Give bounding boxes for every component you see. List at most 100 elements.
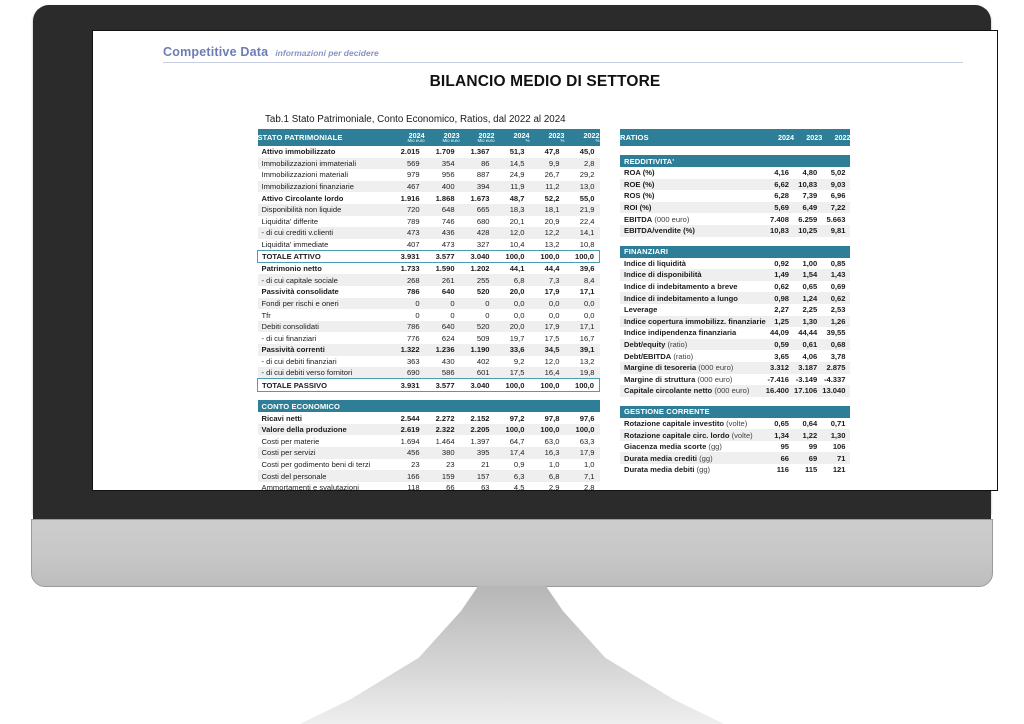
section-header-label: GESTIONE CORRENTE [620, 405, 851, 418]
row-value: 0,0 [564, 297, 600, 310]
table-row: Costi del personale 166 159 157 6,3 6,8 7,1 [257, 470, 600, 482]
row-value: 0,0 [529, 297, 565, 310]
row-value: 648 [424, 203, 460, 216]
row-value: 1.322 [389, 344, 425, 356]
table-row: Immobilizzazioni materiali 979 956 887 24,9 2… [258, 169, 600, 181]
row-label: Attivo Circolante lordo [261, 193, 344, 203]
row-value: 63 [481, 483, 490, 491]
row-label: Indice copertura immobilizz. finanziarie [620, 315, 766, 328]
row-value: 13,2 [544, 239, 560, 249]
column-header-2024: 2024 [765, 129, 795, 146]
row-label: Indice di indebitamento a lungo [620, 292, 766, 304]
row-label: - di cui crediti v.clienti [257, 227, 390, 239]
table-row: - di cui crediti v.clienti 473 436 428 12,0 1… [257, 227, 600, 239]
row-value: 0,61 [794, 338, 823, 351]
row-value: 23 [411, 459, 420, 469]
row-value: 4,80 [802, 168, 818, 178]
row-value: 1.694 [400, 436, 420, 446]
row-value: 21 [481, 459, 490, 469]
column-header-2022-mio: 2022 Mio euro [459, 129, 495, 146]
row-value: 10,83 [794, 178, 823, 191]
column-header-2023-pct: 2023% [529, 129, 565, 146]
row-value: 20,1 [509, 216, 525, 226]
table-row: Giacenza media scorte (gg) 95 99 106 [620, 441, 850, 453]
table-row-total: TOTALE ATTIVO 3.931 3.577 3.040 100,0 100,0 10… [256, 249, 601, 264]
row-label: Immobilizzazioni immateriali [257, 157, 390, 170]
row-value: 10,8 [579, 239, 595, 249]
row-label: Liquidita' immediate [261, 239, 329, 249]
row-value: 2.272 [435, 413, 455, 423]
row-value: 16,3 [529, 447, 565, 459]
row-value: 0 [424, 297, 460, 310]
row-value: 380 [424, 447, 460, 459]
section-header-conto-economico: CONTO ECONOMICO [257, 400, 600, 413]
row-value: 0,62 [822, 292, 851, 304]
row-label: Ricavi netti [261, 413, 303, 423]
row-value: 9,9 [529, 157, 565, 170]
monitor-stand-neck [300, 586, 724, 724]
row-value: 14,5 [494, 157, 530, 170]
row-value: 624 [441, 333, 455, 343]
row-label: Attivo immobilizzato [261, 147, 336, 157]
row-value: 1,34 [765, 429, 795, 441]
spacer-cell [620, 236, 851, 246]
row-value: 0,65 [774, 418, 790, 428]
row-value: 7.408 [770, 214, 790, 224]
row-value: 428 [459, 227, 495, 239]
row-label: Debiti consolidati [257, 320, 390, 333]
row-value: 3,78 [830, 351, 846, 361]
table-row: ROA (%) 4,16 4,80 5,02 [620, 167, 850, 179]
row-label: EBITDA (000 euro) [624, 214, 690, 224]
row-value: 7,39 [802, 191, 818, 201]
row-value: 97,2 [509, 413, 525, 423]
table-row: Attivo Circolante lordo 1.916 1.868 1.673 48… [258, 192, 600, 204]
table-row: Passività correnti 1.322 1.236 1.190 33,6 34,… [257, 344, 600, 356]
row-value: 0,0 [513, 310, 525, 320]
row-value: -3.149 [795, 374, 818, 384]
row-value: 7,3 [529, 274, 565, 287]
row-value: 0,0 [548, 310, 560, 320]
table-row: Durata media debiti (gg) 116 115 121 [620, 464, 850, 476]
row-value: 6,62 [765, 178, 795, 191]
row-value: 0,85 [830, 258, 846, 268]
row-label: Leverage [624, 305, 658, 315]
row-value: 17,9 [529, 320, 565, 333]
table-row: - di cui debiti verso fornitori 690 586 601… [257, 367, 600, 379]
row-label: Margine di tesoreria (000 euro) [620, 361, 766, 374]
row-label: ROI (%) [620, 201, 766, 214]
row-value: 640 [441, 287, 455, 297]
row-value: 690 [389, 367, 425, 379]
row-label: ROS (%) [624, 191, 655, 201]
row-value: 24,9 [509, 170, 525, 180]
table-row: Passività consolidate 786 640 520 20,0 17,9 17… [258, 286, 600, 298]
row-value: 0,0 [583, 310, 595, 320]
table-row: Indice indipendenza finanziaria 44,09 44,4… [620, 327, 850, 339]
row-value: 6,28 [774, 191, 790, 201]
section-spacer [620, 236, 851, 246]
row-value: 0 [450, 310, 455, 320]
column-header-2024-pct: 2024% [494, 129, 530, 146]
row-value: 13.040 [822, 385, 851, 397]
row-value: 1,49 [765, 269, 795, 281]
row-value: 2,8 [564, 157, 600, 170]
row-value: 100,0 [564, 249, 601, 264]
row-value: 97,8 [544, 413, 560, 423]
row-value: 3,65 [774, 351, 790, 361]
row-value: 1.916 [400, 193, 420, 203]
row-value: 1,24 [794, 292, 823, 304]
row-value: 95 [780, 442, 790, 452]
row-value: 887 [476, 170, 490, 180]
row-value: 2.544 [400, 413, 420, 423]
column-header-2022-pct: 2022% [564, 129, 600, 146]
row-label: Giacenza media scorte (gg) [624, 442, 722, 452]
row-label: Costi per godimento beni di terzi [261, 459, 371, 469]
row-value: 39,6 [579, 264, 595, 274]
table-row: Rotazione capitale investito (volte) 0,65… [620, 418, 850, 430]
row-value: 2,8 [583, 483, 595, 491]
row-label: Passività correnti [257, 344, 390, 356]
row-value: 100,0 [494, 249, 530, 264]
row-label: Fondi per rischi e oneri [257, 297, 390, 310]
row-value: 23 [446, 459, 455, 469]
row-value: 1,00 [802, 258, 818, 268]
row-label: Capitale circolante netto (000 euro) [620, 385, 766, 397]
